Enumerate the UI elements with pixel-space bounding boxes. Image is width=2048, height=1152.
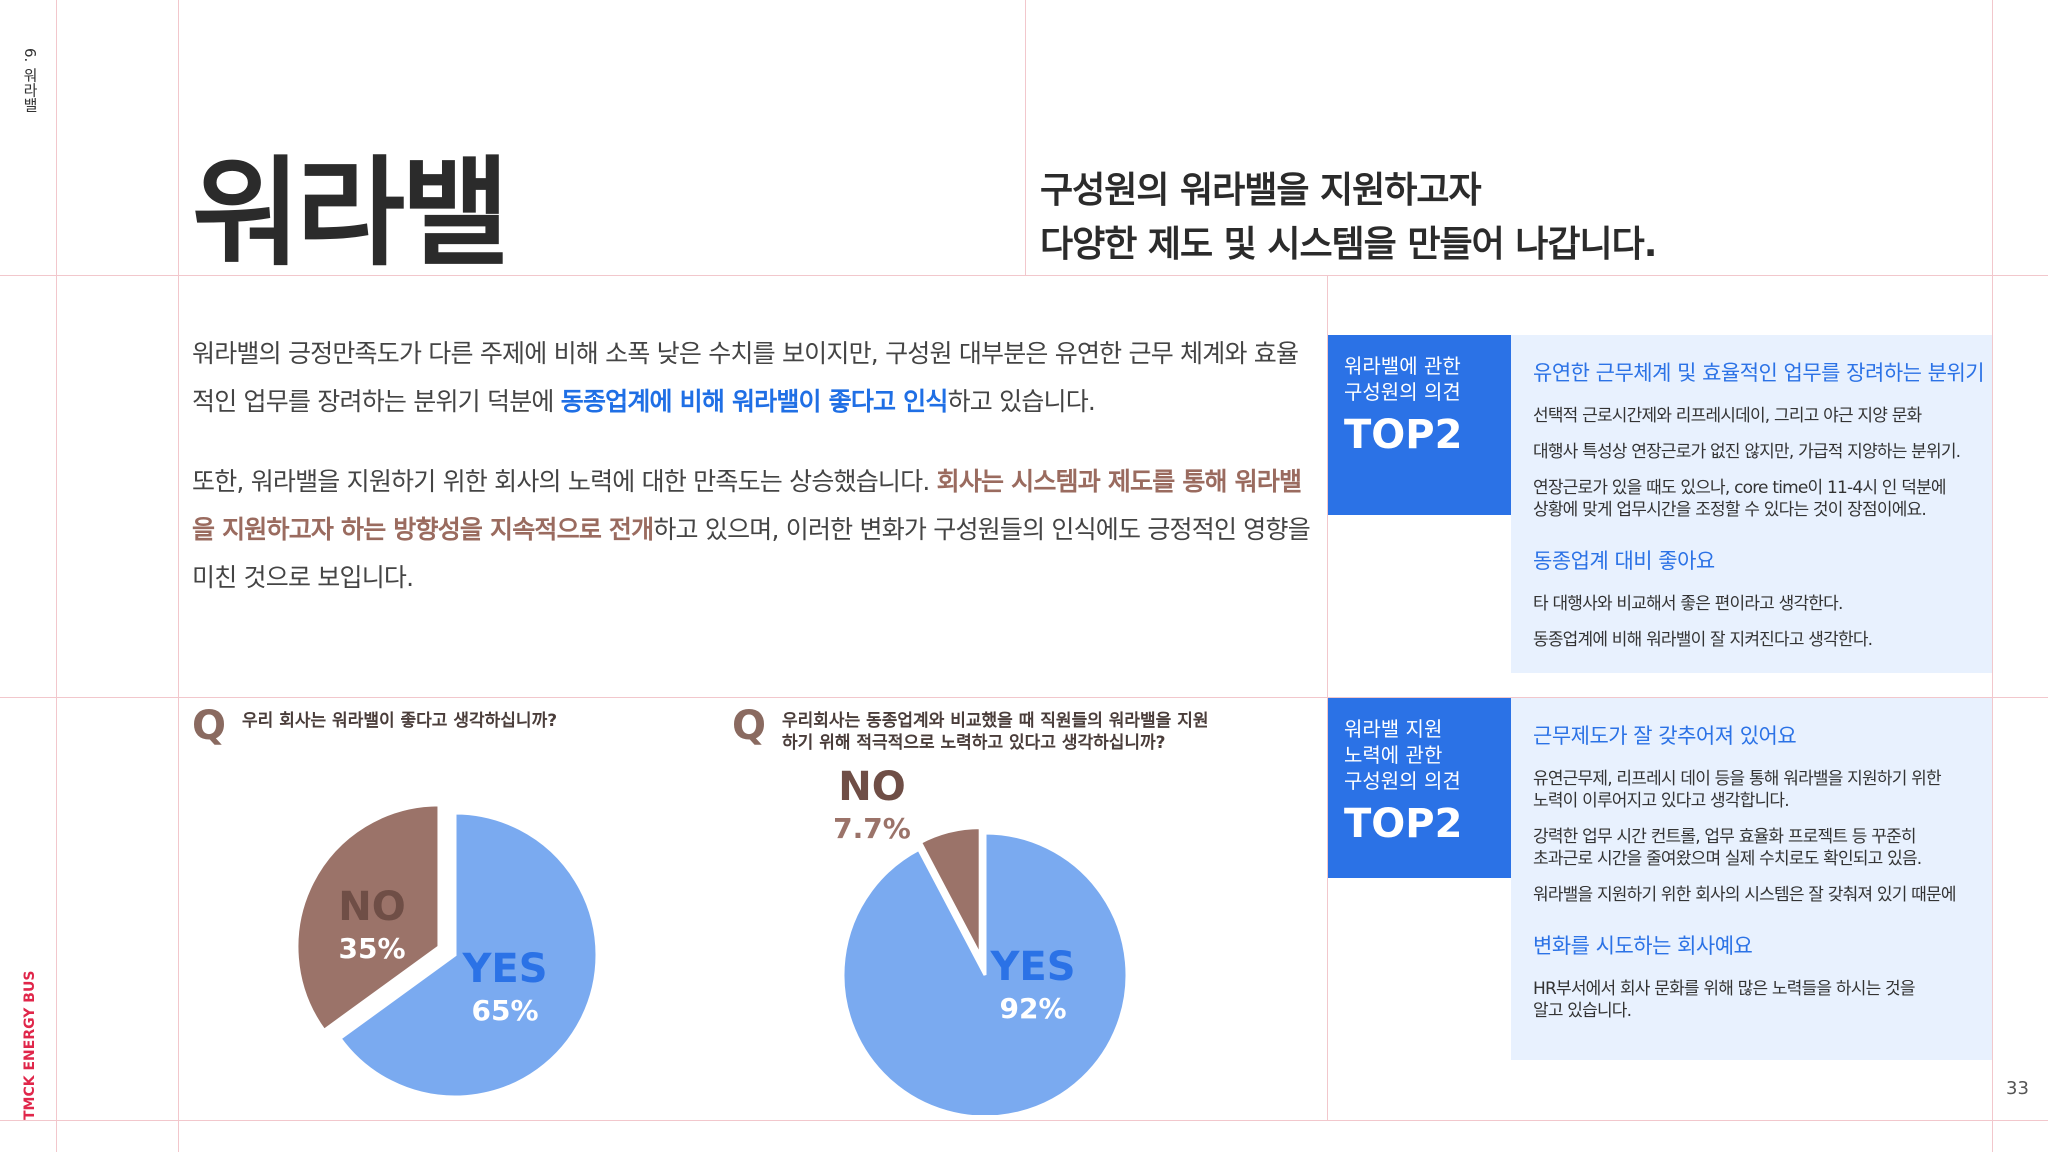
opinion-line: 워라밸을 지원하기 위한 회사의 시스템은 잘 갖춰져 있기 때문에 bbox=[1533, 885, 1956, 905]
opinion-line: 연장근로가 있을 때도 있으나, core time이 11-4시 인 덕분에 … bbox=[1533, 478, 1947, 520]
q-mark: Q bbox=[732, 703, 767, 749]
opinion-line: 선택적 근로시간제와 리프레시데이, 그리고 야근 지양 문화 bbox=[1533, 406, 1922, 426]
opinion-title: 변화를 시도하는 회사예요 bbox=[1533, 934, 1753, 958]
brand-label: TMCK ENERGY BUS bbox=[22, 970, 38, 1120]
top2-label: TOP2 bbox=[1344, 412, 1463, 458]
pie-value-yes: 65% bbox=[471, 994, 538, 1027]
body-text: 워라밸의 긍정만족도가 다른 주제에 비해 소폭 낮은 수치를 보이지만, 구성… bbox=[192, 330, 1312, 634]
body-paragraph-1: 워라밸의 긍정만족도가 다른 주제에 비해 소폭 낮은 수치를 보이지만, 구성… bbox=[192, 339, 1299, 416]
pie-slice-no bbox=[918, 826, 982, 957]
pie-label-yes: YES bbox=[989, 944, 1075, 990]
opinion-label-2: 워라밸 지원 노력에 관한 구성원의 의견 TOP2 bbox=[1328, 698, 1511, 878]
opinion-line: 강력한 업무 시간 컨트롤, 업무 효율화 프로젝트 등 꾸준히 초과근로 시간… bbox=[1533, 827, 1922, 869]
highlight-brown: 회사는 시스템과 제도를 통해 워라밸을 지원하고자 하는 방향성을 지속적으로… bbox=[192, 467, 1302, 544]
pie-slice-yes bbox=[338, 811, 599, 1099]
page-subtitle: 구성원의 워라밸을 지원하고자 다양한 제도 및 시스템을 만들어 나갑니다. bbox=[1040, 164, 1840, 272]
question-2: Q 우리회사는 동종업계와 비교했을 때 직원들의 워라밸을 지원 하기 위해 … bbox=[732, 704, 1209, 754]
page-number: 33 bbox=[2006, 1078, 2029, 1099]
opinion-title: 근무제도가 잘 갖추어져 있어요 bbox=[1533, 724, 1797, 748]
question-1: Q 우리 회사는 워라밸이 좋다고 생각하십니까? bbox=[192, 704, 557, 748]
subtitle-line-1: 구성원의 워라밸을 지원하고자 bbox=[1040, 170, 1482, 211]
top2-label: TOP2 bbox=[1344, 801, 1463, 847]
pie-value-no: 7.7% bbox=[833, 812, 911, 845]
opinion-line: 동종업계에 비해 워라밸이 잘 지켜진다고 생각한다. bbox=[1533, 630, 1873, 650]
opinion-line: 유연근무제, 리프레시 데이 등을 통해 워라밸을 지원하기 위한 노력이 이루… bbox=[1533, 769, 1942, 811]
opinion-label-1: 워라밸에 관한 구성원의 의견 TOP2 bbox=[1328, 335, 1511, 515]
body-paragraph-2: 또한, 워라밸을 지원하기 위한 회사의 노력에 대한 만족도는 상승했습니다.… bbox=[192, 467, 1311, 592]
pie-label-no: NO bbox=[838, 770, 905, 810]
section-label: 6. 워라밸 bbox=[21, 48, 39, 113]
pie-value-yes: 92% bbox=[999, 992, 1066, 1025]
opinion-line: 대행사 특성상 연장근로가 없진 않지만, 가급적 지양하는 분위기. bbox=[1533, 442, 1961, 462]
opinion-title: 유연한 근무체계 및 효율적인 업무를 장려하는 분위기 bbox=[1533, 361, 1985, 385]
q-mark: Q bbox=[192, 703, 227, 749]
highlight-blue: 동종업계에 비해 워라밸이 좋다고 인식 bbox=[560, 387, 949, 416]
pie-slice-no bbox=[295, 803, 441, 1033]
question-text: 우리회사는 동종업계와 비교했을 때 직원들의 워라밸을 지원 하기 위해 적극… bbox=[782, 711, 1209, 753]
page-title: 워라밸 bbox=[192, 144, 510, 282]
pie-value-no: 35% bbox=[338, 932, 405, 965]
opinion-line: HR부서에서 회사 문화를 위해 많은 노력들을 하시는 것을 알고 있습니다. bbox=[1533, 979, 1916, 1021]
opinion-title: 동종업계 대비 좋아요 bbox=[1533, 549, 1715, 573]
question-text: 우리 회사는 워라밸이 좋다고 생각하십니까? bbox=[242, 711, 558, 731]
opinion-line: 타 대행사와 비교해서 좋은 편이라고 생각한다. bbox=[1533, 594, 1843, 614]
pie-label-yes: YES bbox=[461, 946, 547, 992]
pie-label-no: NO bbox=[338, 884, 405, 930]
subtitle-line-2: 다양한 제도 및 시스템을 만들어 나갑니다. bbox=[1040, 224, 1657, 265]
pie-slice-yes bbox=[841, 831, 1129, 1115]
